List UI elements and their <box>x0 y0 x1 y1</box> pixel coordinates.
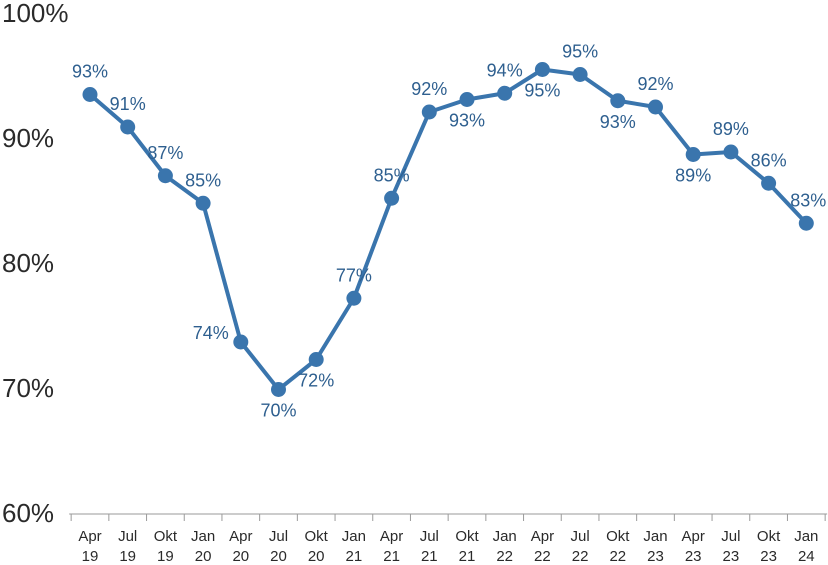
data-label: 83% <box>790 190 826 210</box>
x-tick-label: 22 <box>609 548 626 565</box>
y-tick-label: 70% <box>2 373 54 403</box>
x-tick-label: 21 <box>459 548 476 565</box>
series-line <box>82 62 814 397</box>
x-tick-label: Okt <box>606 528 630 545</box>
series-path <box>88 67 808 392</box>
x-tick-label: Okt <box>757 528 781 545</box>
data-label: 93% <box>449 111 485 131</box>
x-tick-label: Okt <box>154 528 178 545</box>
x-tick-label: 23 <box>647 548 664 565</box>
x-tick-label: 23 <box>723 548 740 565</box>
x-tick-label: 21 <box>421 548 438 565</box>
x-tick-label: Apr <box>380 528 403 545</box>
data-label: 91% <box>110 94 146 114</box>
data-point <box>308 352 324 367</box>
data-point <box>534 62 550 77</box>
data-point <box>459 92 475 107</box>
x-tick-label: Jul <box>721 528 740 545</box>
x-tick-label: 22 <box>534 548 551 565</box>
x-tick-label: Jan <box>794 528 818 545</box>
x-tick-label: Apr <box>531 528 554 545</box>
x-tick-label: Jul <box>269 528 288 545</box>
x-tick-label: 20 <box>232 548 249 565</box>
x-tick-label: Jul <box>420 528 439 545</box>
data-label: 92% <box>637 74 673 94</box>
data-point <box>346 290 362 306</box>
data-label: 93% <box>72 62 108 82</box>
data-point <box>271 382 286 397</box>
data-point <box>421 104 437 120</box>
data-point <box>610 93 626 109</box>
data-point <box>157 168 173 184</box>
data-label: 89% <box>713 119 749 139</box>
data-label: 92% <box>411 79 447 99</box>
y-axis: 60% 70% 80% 90% 100% <box>2 0 69 528</box>
data-point <box>761 175 777 191</box>
data-point <box>685 147 701 162</box>
x-tick-label: 21 <box>383 548 400 565</box>
x-tick-label: 21 <box>346 548 363 565</box>
data-label: 89% <box>675 166 711 186</box>
x-tick-label: Okt <box>455 528 479 545</box>
data-label: 95% <box>562 42 598 62</box>
data-labels: 93%91%87%85%74%70%72%77%85%92%93%94%95%9… <box>72 42 826 421</box>
data-point <box>572 67 588 82</box>
x-tick-label: 20 <box>308 548 325 565</box>
data-point <box>798 215 814 231</box>
x-tick-label: Apr <box>78 528 101 545</box>
x-tick-label: 20 <box>270 548 287 565</box>
data-point <box>82 87 98 102</box>
x-tick-label: 22 <box>572 548 589 565</box>
data-label: 70% <box>260 401 296 421</box>
y-tick-label: 60% <box>2 498 54 528</box>
data-label: 77% <box>336 265 372 285</box>
data-point <box>120 119 136 135</box>
data-label: 74% <box>193 323 229 343</box>
x-tick-label: 22 <box>496 548 513 565</box>
data-label: 94% <box>487 60 523 80</box>
data-point <box>648 99 663 115</box>
data-label: 95% <box>524 81 560 101</box>
x-tick-label: Jan <box>643 528 667 545</box>
x-tick-label: Apr <box>229 528 252 545</box>
y-tick-label: 100% <box>2 0 69 28</box>
data-label: 93% <box>600 112 636 132</box>
x-tick-label: 19 <box>119 548 136 565</box>
data-label: 86% <box>751 150 787 170</box>
x-tick-label: Jan <box>342 528 366 545</box>
data-point <box>195 195 211 211</box>
x-tick-label: 24 <box>798 548 815 565</box>
data-point <box>384 190 400 206</box>
x-tick-label: Jul <box>118 528 137 545</box>
y-tick-label: 90% <box>2 123 54 153</box>
y-tick-label: 80% <box>2 248 54 278</box>
data-label: 85% <box>185 170 221 190</box>
x-tick-label: 19 <box>157 548 174 565</box>
x-tick-label: Okt <box>305 528 329 545</box>
x-tick-label: Jan <box>493 528 517 545</box>
x-axis: Apr 19 Jul 19 Okt 19 Jan 20 Apr 20 Jul 20 Okt 20 Jan 21… <box>69 513 828 565</box>
data-label: 87% <box>147 143 183 163</box>
x-tick-label: 23 <box>760 548 777 565</box>
data-point <box>723 144 739 160</box>
data-label: 72% <box>298 371 334 391</box>
data-label: 85% <box>374 165 410 185</box>
x-tick-label: 19 <box>82 548 99 565</box>
x-tick-label: Apr <box>682 528 705 545</box>
x-tick-label: Jul <box>571 528 590 545</box>
x-tick-label: 23 <box>685 548 702 565</box>
data-point <box>497 85 513 101</box>
data-point <box>233 334 249 350</box>
x-tick-label: Jan <box>191 528 215 545</box>
x-tick-label: 20 <box>195 548 212 565</box>
